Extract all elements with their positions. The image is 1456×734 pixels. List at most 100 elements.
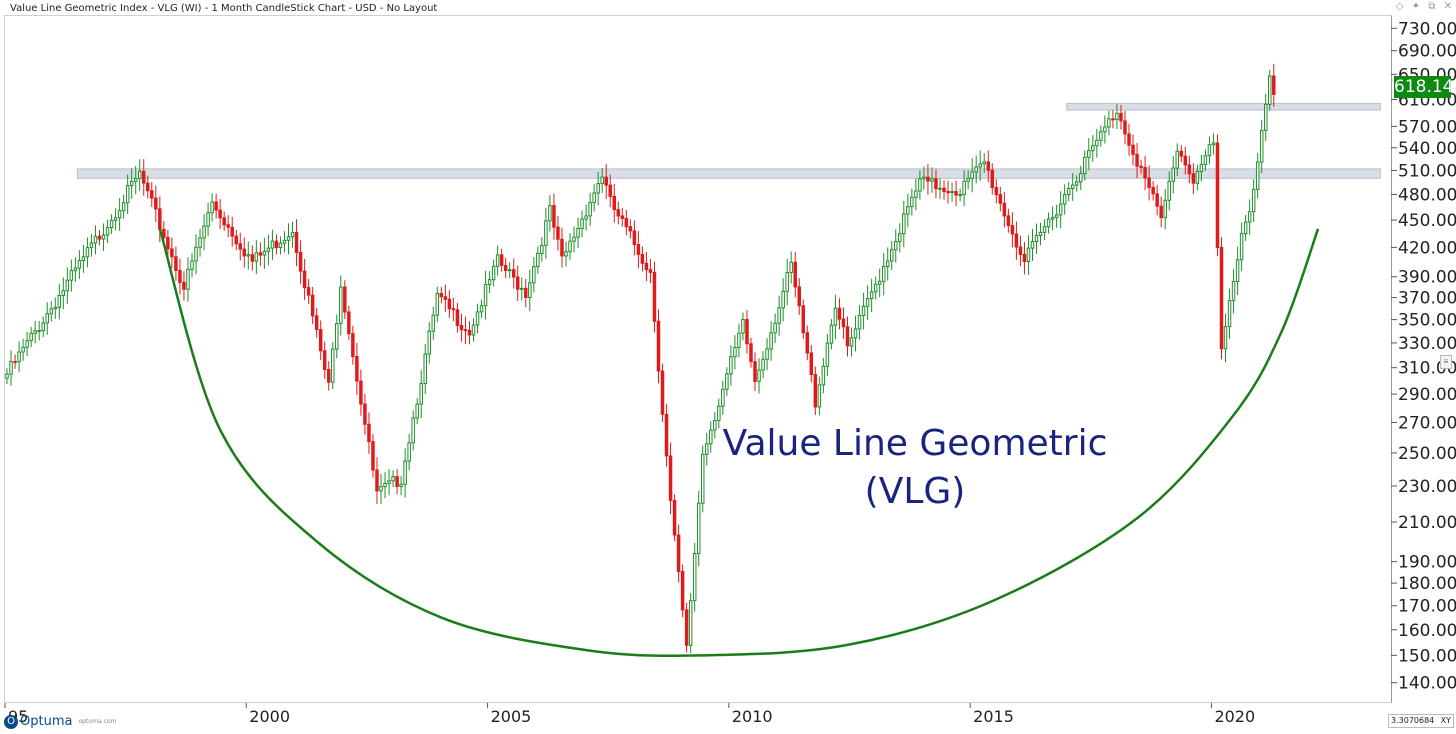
candle — [13, 354, 17, 369]
candle — [1127, 123, 1131, 156]
resistance-zone-1[interactable] — [76, 168, 1381, 179]
candle — [355, 342, 359, 396]
candle — [1219, 237, 1224, 360]
y-tick-label: 510.00 — [1398, 161, 1456, 181]
candle — [1119, 104, 1123, 130]
y-tick-label: 190.00 — [1398, 553, 1456, 573]
candle — [1155, 184, 1159, 216]
candle — [274, 234, 279, 255]
x-tick-label: 2020 — [1214, 707, 1255, 726]
candle — [137, 159, 142, 192]
readout-mode[interactable]: XY — [1440, 716, 1451, 725]
candle — [234, 229, 238, 251]
candle — [616, 201, 621, 225]
candle — [982, 153, 986, 173]
candle — [1259, 119, 1264, 173]
logo-url: optuma.com — [78, 718, 117, 725]
candle — [821, 358, 826, 394]
candle — [1268, 69, 1272, 111]
candle — [1227, 288, 1232, 339]
candle — [322, 341, 327, 379]
cursor-readout[interactable]: 3.3070684 XY — [1388, 714, 1454, 728]
candle — [1215, 134, 1220, 257]
candle — [1050, 206, 1055, 231]
y-tick-label: 230.00 — [1398, 477, 1456, 497]
candle — [564, 241, 568, 267]
y-tick-label: 140.00 — [1398, 674, 1456, 694]
candle — [717, 398, 721, 429]
candle — [749, 337, 753, 368]
candle — [1211, 133, 1216, 155]
candle — [218, 199, 222, 230]
candle — [1058, 191, 1063, 229]
candle — [1123, 110, 1127, 145]
candle — [584, 204, 588, 231]
candle — [431, 306, 436, 340]
candle — [709, 421, 713, 453]
candle — [387, 469, 391, 496]
candle — [21, 338, 25, 361]
candle — [411, 410, 415, 451]
candle — [668, 442, 673, 515]
candle — [648, 259, 653, 284]
restore-icon[interactable]: ⧉ — [1428, 1, 1436, 12]
candle — [877, 268, 882, 298]
pushpin-icon[interactable]: ✦ — [1411, 1, 1421, 12]
candle — [737, 323, 741, 358]
candle — [471, 318, 476, 342]
candle — [757, 358, 761, 394]
candle — [133, 165, 138, 195]
candle — [1243, 215, 1248, 241]
candle — [206, 202, 210, 237]
candle — [1034, 223, 1039, 254]
candle — [423, 343, 427, 394]
candle — [447, 290, 452, 318]
candle — [41, 316, 45, 338]
candle — [198, 228, 202, 257]
candle — [660, 363, 665, 422]
candle — [443, 284, 448, 312]
y-tick-label: 480.00 — [1398, 185, 1456, 205]
candle — [604, 163, 608, 199]
annotation-line-1: Value Line Geometric — [722, 423, 1108, 464]
candle — [548, 195, 552, 232]
optuma-logo: O Optuma optuma.com — [4, 714, 116, 729]
y-tick-label: 250.00 — [1398, 444, 1456, 464]
candle — [962, 170, 966, 207]
candle — [359, 369, 363, 416]
candle — [733, 335, 737, 370]
candle — [5, 368, 9, 385]
candle — [805, 325, 810, 361]
x-tick-label: 2000 — [249, 707, 290, 726]
axis-menu-button[interactable]: ≡ — [1440, 355, 1452, 369]
window-controls: ◇ ✦ ⧉ ✕ — [1391, 1, 1452, 12]
candle — [556, 216, 560, 251]
candle — [765, 338, 769, 371]
candle — [817, 376, 822, 416]
close-icon[interactable]: ✕ — [1443, 1, 1452, 12]
candle — [528, 269, 532, 312]
candle — [53, 297, 58, 319]
candle — [1018, 235, 1023, 267]
candle — [680, 564, 685, 618]
candle — [580, 210, 584, 238]
plot-area[interactable] — [4, 15, 1392, 703]
candle — [974, 155, 978, 184]
candle — [592, 184, 596, 212]
pin-icon[interactable]: ◇ — [1395, 1, 1404, 12]
candle — [85, 237, 90, 268]
candle — [536, 246, 540, 274]
candle — [210, 193, 214, 222]
candle — [230, 216, 234, 247]
candle — [1239, 222, 1244, 272]
candle — [29, 326, 33, 348]
candle — [857, 304, 862, 340]
candle — [934, 169, 938, 199]
candle — [1223, 313, 1228, 363]
y-tick-label: 210.00 — [1398, 513, 1456, 533]
resistance-zone-2[interactable] — [1066, 102, 1381, 111]
candle — [1070, 173, 1075, 201]
candle — [922, 166, 926, 190]
candle — [889, 240, 894, 270]
